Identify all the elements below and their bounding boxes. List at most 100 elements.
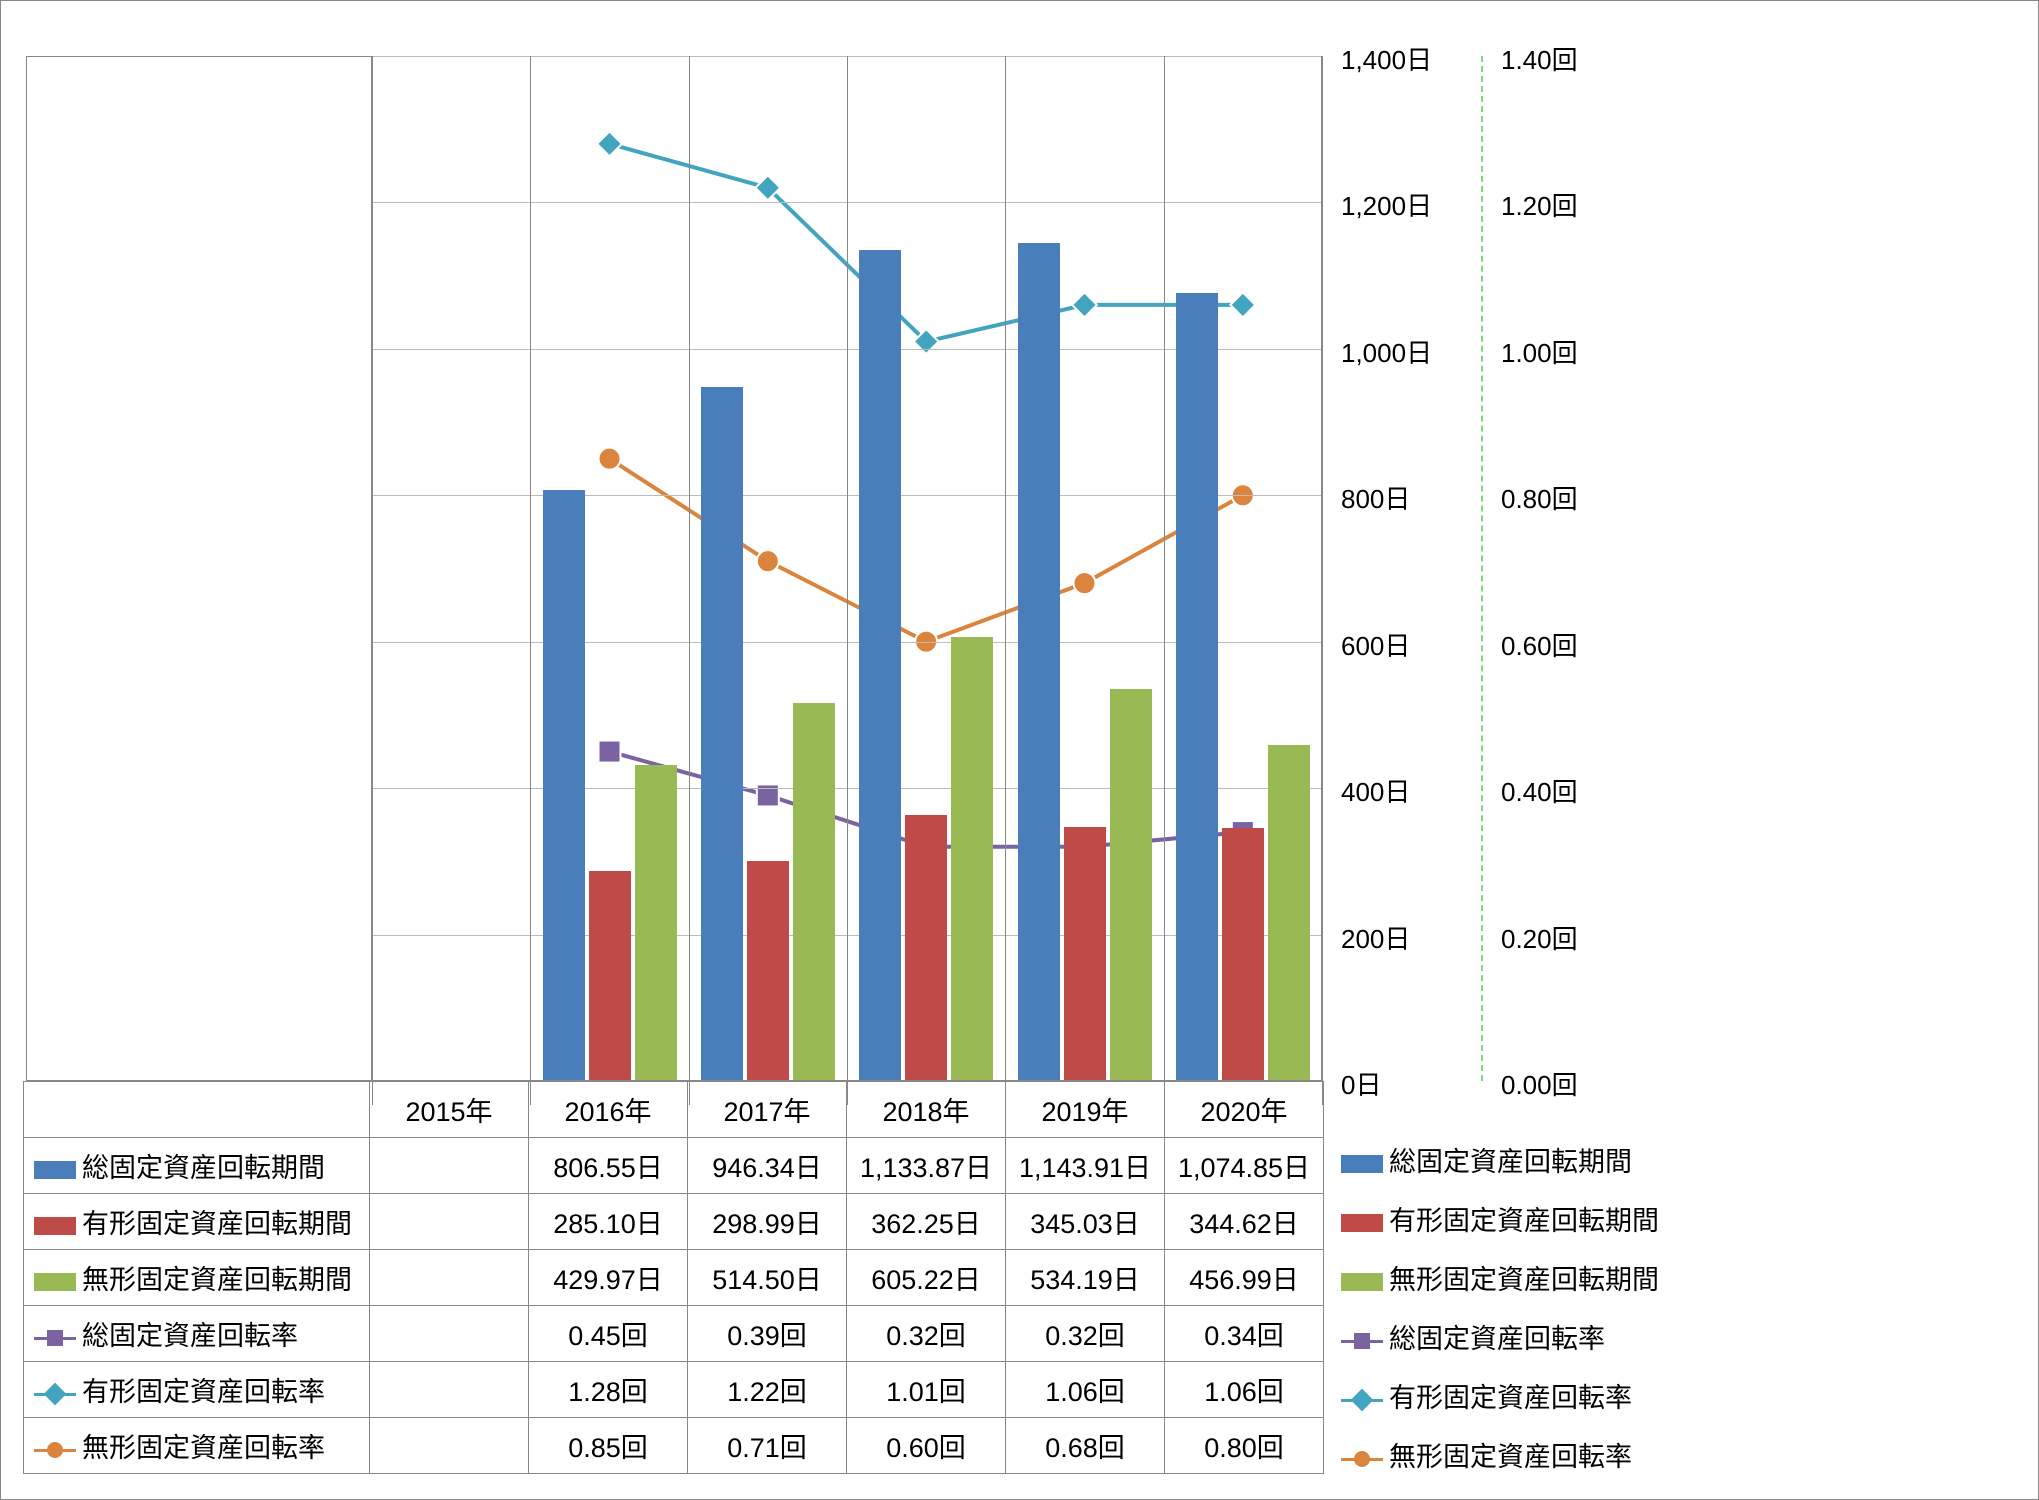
- x-cat-line: [1164, 56, 1165, 1105]
- x-cat-line: [530, 56, 531, 1105]
- legend-right-item: 有形固定資産回転期間: [1341, 1199, 1659, 1238]
- cell-intangible_period: [370, 1250, 529, 1306]
- y1-tick: 0日: [1341, 1065, 1381, 1102]
- series-header-total_period: 総固定資産回転期間: [24, 1138, 370, 1194]
- cell-total_rate: 0.45回: [529, 1306, 688, 1362]
- series-name: 総固定資産回転率: [82, 1321, 298, 1351]
- cell-tangible_rate: [370, 1362, 529, 1418]
- y2-tick: 1.00回: [1501, 333, 1578, 370]
- legend-right-item: 無形固定資産回転期間: [1341, 1258, 1659, 1297]
- cell-tangible_rate: 1.28回: [529, 1362, 688, 1418]
- cell-tangible_period: 298.99日: [688, 1194, 847, 1250]
- y2-tick: 0.20回: [1501, 919, 1578, 956]
- series-header-intangible_period: 無形固定資産回転期間: [24, 1250, 370, 1306]
- series-header-tangible_rate: 有形固定資産回転率: [24, 1362, 370, 1418]
- year-header: 2017年: [688, 1082, 847, 1138]
- bar-intangible_period: [635, 765, 677, 1080]
- cell-total_rate: 0.39回: [688, 1306, 847, 1362]
- series-name: 無形固定資産回転率: [82, 1433, 325, 1463]
- line-tangible_rate: [610, 144, 1243, 342]
- legend-right-label: 有形固定資産回転率: [1389, 1383, 1632, 1413]
- bar-total_period: [1176, 293, 1218, 1080]
- bar-intangible_period: [1110, 689, 1152, 1080]
- cell-total_rate: 0.34回: [1165, 1306, 1324, 1362]
- series-name: 無形固定資産回転期間: [82, 1265, 352, 1295]
- legend-right-item: 総固定資産回転期間: [1341, 1140, 1632, 1179]
- y1-tick: 400日: [1341, 772, 1410, 809]
- y2-tick: 0.00回: [1501, 1065, 1578, 1102]
- legend-right-label: 無形固定資産回転率: [1389, 1442, 1632, 1472]
- y1-axis-line: [1321, 56, 1322, 1081]
- plot-left-panel: [26, 56, 371, 1081]
- series-name: 有形固定資産回転率: [82, 1377, 325, 1407]
- bar-tangible_period: [1064, 827, 1106, 1080]
- y1-tick: 800日: [1341, 479, 1410, 516]
- y2-tick: 1.20回: [1501, 186, 1578, 223]
- bar-intangible_period: [793, 703, 835, 1080]
- y2-tick: 0.40回: [1501, 772, 1578, 809]
- y1-tick: 1,000日: [1341, 333, 1432, 370]
- y1-tick: 1,400日: [1341, 40, 1432, 77]
- cell-intangible_rate: 0.60回: [847, 1418, 1006, 1474]
- bar-total_period: [543, 490, 585, 1081]
- cell-intangible_period: 605.22日: [847, 1250, 1006, 1306]
- cell-total_rate: [370, 1306, 529, 1362]
- bar-total_period: [1018, 243, 1060, 1081]
- cell-intangible_period: 514.50日: [688, 1250, 847, 1306]
- series-header-intangible_rate: 無形固定資産回転率: [24, 1418, 370, 1474]
- y2-tick: 1.40回: [1501, 40, 1578, 77]
- cell-tangible_rate: 1.06回: [1165, 1362, 1324, 1418]
- cell-tangible_period: 344.62日: [1165, 1194, 1324, 1250]
- legend-right-item: 有形固定資産回転率: [1341, 1376, 1632, 1415]
- cell-total_period: 806.55日: [529, 1138, 688, 1194]
- x-cat-line: [372, 56, 373, 1105]
- cell-tangible_period: 285.10日: [529, 1194, 688, 1250]
- bar-intangible_period: [1268, 745, 1310, 1080]
- year-header: 2018年: [847, 1082, 1006, 1138]
- y2-tick: 0.80回: [1501, 479, 1578, 516]
- cell-tangible_period: [370, 1194, 529, 1250]
- cell-total_period: 1,143.91日: [1006, 1138, 1165, 1194]
- cell-intangible_period: 534.19日: [1006, 1250, 1165, 1306]
- x-cat-line: [689, 56, 690, 1105]
- x-cat-line: [1005, 56, 1006, 1105]
- year-header: 2016年: [529, 1082, 688, 1138]
- cell-tangible_period: 345.03日: [1006, 1194, 1165, 1250]
- legend-right-label: 総固定資産回転期間: [1389, 1147, 1632, 1177]
- legend-right-label: 無形固定資産回転期間: [1389, 1265, 1659, 1295]
- series-name: 総固定資産回転期間: [82, 1153, 325, 1183]
- year-header: 2019年: [1006, 1082, 1165, 1138]
- cell-total_period: 946.34日: [688, 1138, 847, 1194]
- bar-tangible_period: [589, 871, 631, 1080]
- cell-tangible_rate: 1.01回: [847, 1362, 1006, 1418]
- cell-tangible_period: 362.25日: [847, 1194, 1006, 1250]
- y2-tick: 0.60回: [1501, 626, 1578, 663]
- bar-tangible_period: [905, 815, 947, 1080]
- legend-right-label: 総固定資産回転率: [1389, 1324, 1605, 1354]
- cell-intangible_rate: 0.80回: [1165, 1418, 1324, 1474]
- cell-total_rate: 0.32回: [847, 1306, 1006, 1362]
- cell-intangible_rate: 0.71回: [688, 1418, 847, 1474]
- legend-right-item: 無形固定資産回転率: [1341, 1435, 1632, 1474]
- y2-axis-line: [1481, 56, 1483, 1081]
- bar-total_period: [701, 387, 743, 1080]
- cell-intangible_period: 456.99日: [1165, 1250, 1324, 1306]
- series-name: 有形固定資産回転期間: [82, 1209, 352, 1239]
- plot-area: [371, 56, 1321, 1081]
- cell-total_rate: 0.32回: [1006, 1306, 1165, 1362]
- bar-tangible_period: [747, 861, 789, 1080]
- series-header-tangible_period: 有形固定資産回転期間: [24, 1194, 370, 1250]
- x-cat-line: [1322, 56, 1323, 1105]
- chart-container: 2015年2016年2017年2018年2019年2020年総固定資産回転期間 8…: [0, 0, 2039, 1500]
- bar-intangible_period: [951, 637, 993, 1080]
- bar-tangible_period: [1222, 828, 1264, 1080]
- year-header: 2020年: [1165, 1082, 1324, 1138]
- legend-right-item: 総固定資産回転率: [1341, 1317, 1605, 1356]
- cell-tangible_rate: 1.22回: [688, 1362, 847, 1418]
- year-header: 2015年: [370, 1082, 529, 1138]
- bar-total_period: [859, 250, 901, 1080]
- cell-intangible_rate: 0.85回: [529, 1418, 688, 1474]
- x-cat-line: [847, 56, 848, 1105]
- cell-tangible_rate: 1.06回: [1006, 1362, 1165, 1418]
- series-header-total_rate: 総固定資産回転率: [24, 1306, 370, 1362]
